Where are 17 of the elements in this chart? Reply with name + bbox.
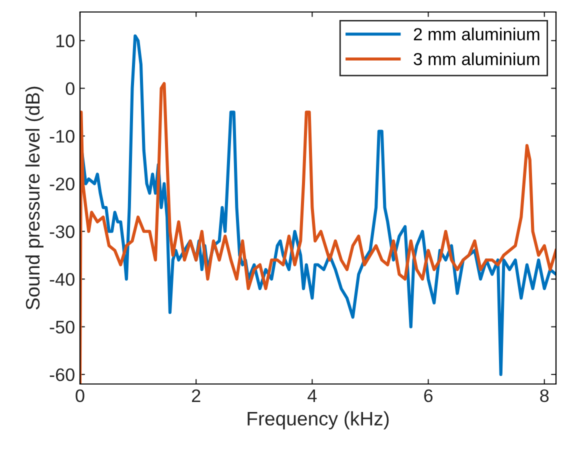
y-tick-label: -50 [50, 320, 74, 334]
y-tick-label: -20 [50, 178, 74, 190]
legend-label: 3 mm aluminium [414, 52, 540, 66]
x-axis-title: Frequency (kHz) [248, 411, 389, 430]
y-axis-title: Sound pressure level (dB) [25, 86, 44, 310]
legend-label: 2 mm aluminium [414, 28, 540, 40]
x-tick-label: 8 [540, 389, 549, 402]
y-tick-label: 10 [56, 34, 74, 48]
x-tick-label: 6 [424, 389, 433, 402]
y-tick-label: -60 [50, 368, 74, 382]
y-tick-label: -40 [50, 273, 74, 286]
y-tick-label: -10 [50, 130, 74, 143]
y-tick-label: 0 [66, 82, 74, 96]
x-tick-label: 4 [308, 390, 317, 402]
x-tick-label: 0 [76, 389, 84, 402]
y-tick-label: -30 [50, 225, 74, 238]
x-tick-label: 2 [192, 389, 200, 402]
